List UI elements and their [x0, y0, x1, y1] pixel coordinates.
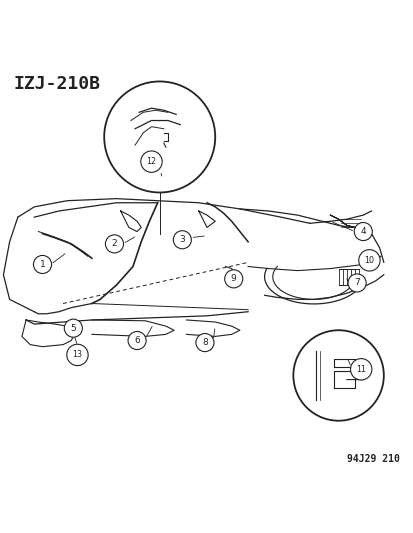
Circle shape [173, 231, 191, 249]
Circle shape [33, 255, 52, 273]
Text: 7: 7 [354, 278, 359, 287]
Text: 2: 2 [112, 239, 117, 248]
Text: IZJ-210B: IZJ-210B [14, 75, 100, 93]
Text: 13: 13 [72, 350, 82, 359]
Circle shape [195, 334, 214, 352]
Text: 1: 1 [40, 260, 45, 269]
Text: 3: 3 [179, 235, 185, 244]
Text: 4: 4 [360, 227, 365, 236]
Text: 6: 6 [134, 336, 140, 345]
Text: 10: 10 [363, 256, 373, 265]
Circle shape [354, 222, 371, 240]
Text: 8: 8 [202, 338, 207, 347]
Text: 9: 9 [230, 274, 236, 284]
Circle shape [66, 344, 88, 366]
Text: 11: 11 [355, 365, 366, 374]
Text: 5: 5 [70, 324, 76, 333]
Text: 12: 12 [146, 157, 156, 166]
Circle shape [105, 235, 123, 253]
Circle shape [128, 332, 146, 350]
Circle shape [224, 270, 242, 288]
Circle shape [64, 319, 82, 337]
Text: 94J29 210: 94J29 210 [347, 454, 399, 464]
Circle shape [347, 274, 365, 292]
Circle shape [358, 249, 379, 271]
Circle shape [140, 151, 162, 172]
Circle shape [350, 359, 371, 380]
